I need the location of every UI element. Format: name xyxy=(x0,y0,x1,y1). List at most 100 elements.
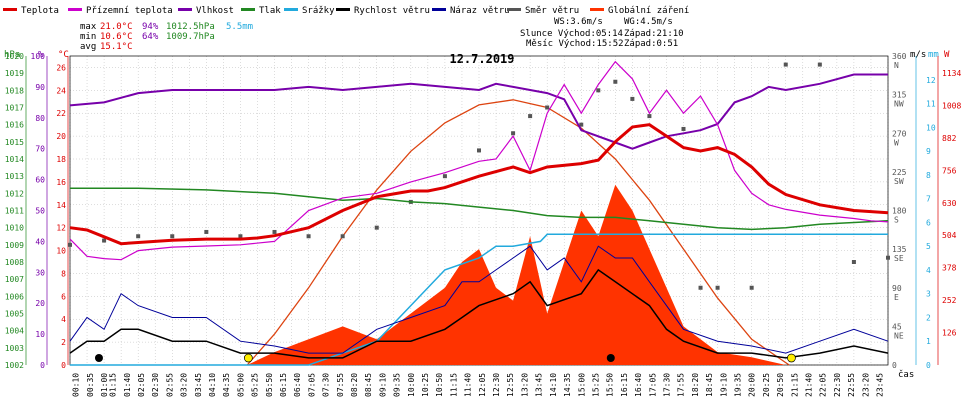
direction-point xyxy=(136,234,141,239)
axis-unit-time: čas xyxy=(898,369,914,380)
direction-point xyxy=(579,122,584,127)
tick-label-humidity: 50 xyxy=(35,207,45,216)
tick-label-time: 16:15 xyxy=(620,373,629,397)
tick-label-radiation: 882 xyxy=(942,134,957,143)
tick-label-pressure: 1008 xyxy=(5,258,24,267)
tick-label-pressure: 1013 xyxy=(5,172,24,181)
tick-label-time: 15:50 xyxy=(606,373,615,397)
tick-label-direction: 180 xyxy=(892,207,907,216)
tick-label-time: 21:40 xyxy=(804,373,813,397)
tick-label-pressure: 1014 xyxy=(5,155,24,164)
tick-label-rain: 9 xyxy=(926,147,931,156)
tick-label-direction-name: NW xyxy=(894,100,904,109)
tick-label-time: 12:55 xyxy=(506,373,515,397)
tick-label-time: 23:20 xyxy=(861,373,870,397)
tick-label-time: 10:50 xyxy=(435,373,444,397)
series-wind-speed xyxy=(69,268,889,359)
tick-label-pressure: 1007 xyxy=(5,275,24,284)
direction-point xyxy=(306,234,311,239)
tick-label-humidity: 40 xyxy=(35,237,45,246)
legend-swatch xyxy=(68,8,82,11)
series-ground-temperature xyxy=(69,60,889,261)
tick-label-direction-name: NE xyxy=(894,331,904,340)
direction-point xyxy=(851,260,856,264)
tick-label-humidity: 60 xyxy=(35,176,45,185)
tick-label-time: 00:35 xyxy=(86,373,95,397)
tick-label-time: 18:45 xyxy=(705,373,714,397)
tick-label-time: 09:10 xyxy=(378,373,387,397)
tick-label-time: 19:35 xyxy=(733,373,742,397)
info-sun: Slunce Východ:05:14 xyxy=(520,29,623,39)
axis-unit-pct: % xyxy=(38,50,44,60)
tick-label-time: 22:05 xyxy=(819,373,828,397)
tick-label-pressure: 1010 xyxy=(5,224,24,233)
tick-label-rain: 2 xyxy=(926,313,931,322)
x-axis: 00:10 00:35 01:00 01:15 01:40 02:05 02:30 02:55… xyxy=(72,373,885,397)
tick-label-radiation: 126 xyxy=(942,329,957,338)
tick-label-time: 20:50 xyxy=(776,373,785,397)
moonrise-marker xyxy=(606,354,615,362)
tick-label-radiation: 1008 xyxy=(942,101,961,110)
direction-point xyxy=(886,255,890,260)
tick-label-direction: 270 xyxy=(892,129,907,138)
tick-label-time: 18:20 xyxy=(691,373,700,397)
tick-label-humidity: 10 xyxy=(35,330,45,339)
tick-label-pressure: 1009 xyxy=(5,241,24,250)
legend-swatch xyxy=(336,8,350,11)
legend-label: Tlak xyxy=(259,6,281,16)
tick-label-radiation: 630 xyxy=(942,199,957,208)
tick-label-time: 08:20 xyxy=(350,373,359,397)
tick-label-rain: 6 xyxy=(926,218,931,227)
tick-label-time: 04:10 xyxy=(208,373,217,397)
tick-label-time: 17:05 xyxy=(648,373,657,397)
tick-label-time: 01:40 xyxy=(123,373,132,397)
tick-label-time: 02:55 xyxy=(165,373,174,397)
stats-block: max 21.0°C 94% 1012.5hPa 5.5mm min 10.6°… xyxy=(80,22,253,52)
tick-label-direction-name: W xyxy=(894,138,899,147)
stats-min-press: 1009.7hPa xyxy=(166,32,215,42)
tick-label-rain: 11 xyxy=(926,100,936,109)
sunset-marker xyxy=(787,353,796,363)
tick-label-time: 20:00 xyxy=(748,373,757,397)
tick-label-time: 09:35 xyxy=(393,373,402,397)
tick-label-time: 07:55 xyxy=(336,373,345,397)
tick-label-time: 14:35 xyxy=(563,373,572,397)
axis-unit-hpa: hPa xyxy=(4,50,20,60)
tick-label-rain: 5 xyxy=(926,242,931,251)
tick-label-time: 17:30 xyxy=(662,373,671,397)
axis-unit-mm: mm xyxy=(928,50,939,60)
tick-label-time: 04:35 xyxy=(222,373,231,397)
tick-label-time: 12:30 xyxy=(492,373,501,397)
tick-label-time: 01:15 xyxy=(109,373,118,397)
tick-label-direction-name: N xyxy=(894,61,899,70)
tick-label-time: 00:10 xyxy=(72,373,81,397)
tick-label-radiation: 504 xyxy=(942,231,957,240)
tick-label-pressure: 1015 xyxy=(5,138,24,147)
tick-label-time: 06:40 xyxy=(293,373,302,397)
series-temperature xyxy=(69,123,889,246)
direction-point xyxy=(102,238,107,243)
tick-label-time: 13:20 xyxy=(520,373,529,397)
tick-label-direction-name: E xyxy=(894,293,899,302)
tick-label-pressure: 1006 xyxy=(5,292,24,301)
direction-point xyxy=(715,285,720,290)
axis-unit-temp: °C xyxy=(58,50,69,60)
tick-label-time: 02:05 xyxy=(137,373,146,397)
series-humidity xyxy=(69,73,888,150)
tick-label-pressure: 1005 xyxy=(5,310,24,319)
tick-label-temperature: 0 xyxy=(61,361,66,370)
tick-label-pressure: 1016 xyxy=(5,121,24,130)
series-rain xyxy=(70,233,888,366)
tick-label-humidity: 20 xyxy=(35,299,45,308)
stats-min-hum: 64% xyxy=(142,32,159,42)
direction-point xyxy=(545,105,550,110)
tick-label-pressure: 1018 xyxy=(5,86,24,95)
tick-label-temperature: 18 xyxy=(56,155,66,164)
tick-label-direction: 45 xyxy=(892,322,902,331)
legend-swatch xyxy=(284,8,298,11)
tick-label-direction: 315 xyxy=(892,91,907,100)
series-theoretical-radiation xyxy=(246,99,790,366)
tick-label-rain: 12 xyxy=(926,76,936,85)
legend-label: Náraz větru xyxy=(450,6,510,16)
